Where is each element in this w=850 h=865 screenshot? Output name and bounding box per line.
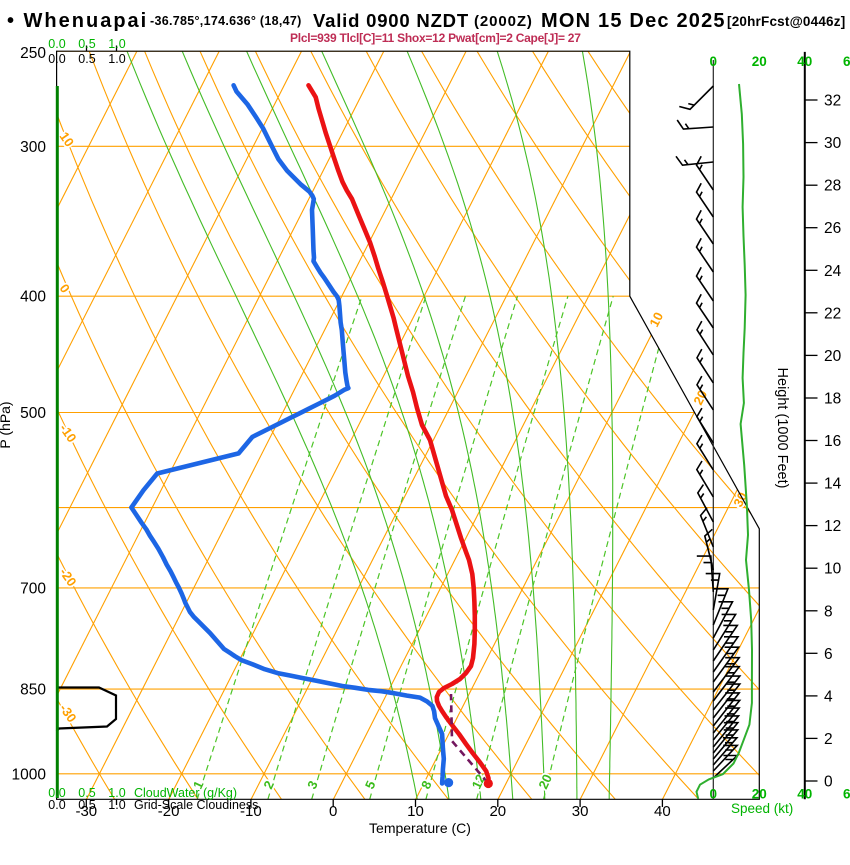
svg-text:32: 32 (824, 93, 841, 110)
svg-text:250: 250 (20, 45, 46, 62)
svg-text:Plcl=939 Tlcl[C]=11 Shox=12 Pw: Plcl=939 Tlcl[C]=11 Shox=12 Pwat[cm]=2 C… (290, 31, 581, 45)
svg-text:700: 700 (20, 580, 46, 597)
svg-text:-36.785°,174.636° (18,47): -36.785°,174.636° (18,47) (150, 14, 302, 28)
svg-text:MON 15 Dec 2025: MON 15 Dec 2025 (541, 10, 726, 32)
svg-text:Temperature (C): Temperature (C) (369, 820, 471, 836)
svg-text:-10: -10 (240, 803, 262, 820)
svg-text:30: 30 (824, 135, 842, 152)
svg-text:0.5: 0.5 (78, 52, 95, 66)
svg-text:1.0: 1.0 (108, 52, 125, 66)
svg-text:30: 30 (572, 803, 589, 820)
svg-text:400: 400 (20, 289, 46, 306)
svg-text:• Whenuapai: • Whenuapai (7, 10, 148, 32)
svg-text:-30: -30 (75, 803, 97, 820)
svg-text:[20hrFcst@0446z]: [20hrFcst@0446z] (727, 14, 845, 29)
svg-text:4: 4 (824, 688, 833, 705)
svg-text:-20: -20 (57, 565, 80, 589)
svg-text:0: 0 (824, 774, 833, 791)
svg-text:1.0: 1.0 (108, 798, 125, 812)
svg-text:(2000Z): (2000Z) (474, 13, 533, 30)
svg-text:10: 10 (407, 803, 424, 820)
svg-text:Grid-Scale Cloudiness: Grid-Scale Cloudiness (134, 798, 258, 812)
svg-text:20: 20 (824, 348, 842, 365)
svg-text:Speed (kt): Speed (kt) (731, 801, 793, 816)
svg-text:1.0: 1.0 (108, 37, 125, 51)
svg-text:40: 40 (797, 54, 812, 69)
svg-text:1.0: 1.0 (108, 786, 125, 800)
svg-text:Height (1000 Feet): Height (1000 Feet) (774, 368, 790, 489)
svg-text:Valid 0900 NZDT: Valid 0900 NZDT (313, 10, 469, 31)
svg-text:0.5: 0.5 (78, 786, 95, 800)
svg-text:20: 20 (535, 772, 555, 791)
svg-text:0.5: 0.5 (78, 798, 95, 812)
svg-text:22: 22 (824, 305, 841, 322)
svg-text:18: 18 (824, 391, 841, 408)
svg-text:20: 20 (752, 787, 767, 802)
svg-text:0: 0 (710, 54, 718, 69)
svg-text:12: 12 (824, 518, 841, 535)
svg-text:P (hPa): P (hPa) (0, 401, 13, 448)
svg-text:26: 26 (824, 220, 841, 237)
svg-text:0.0: 0.0 (48, 786, 65, 800)
svg-text:40: 40 (797, 787, 812, 802)
svg-text:10: 10 (646, 310, 666, 330)
svg-text:-10: -10 (57, 421, 80, 445)
svg-text:5: 5 (362, 778, 379, 791)
svg-text:2: 2 (824, 731, 833, 748)
svg-text:6: 6 (824, 646, 833, 663)
svg-text:0.0: 0.0 (48, 52, 65, 66)
svg-text:8: 8 (824, 603, 833, 620)
svg-text:-20: -20 (158, 803, 180, 820)
svg-text:0: 0 (710, 787, 718, 802)
svg-text:40: 40 (654, 803, 671, 820)
svg-text:300: 300 (20, 139, 46, 156)
svg-text:60: 60 (843, 54, 850, 69)
svg-text:14: 14 (824, 476, 842, 493)
svg-text:60: 60 (843, 787, 850, 802)
svg-text:16: 16 (824, 433, 841, 450)
svg-text:0: 0 (329, 803, 337, 820)
svg-text:1000: 1000 (12, 766, 47, 783)
svg-text:20: 20 (489, 803, 506, 820)
svg-text:3: 3 (304, 778, 321, 791)
svg-text:28: 28 (824, 178, 841, 195)
svg-text:CloudWater (g/Kg): CloudWater (g/Kg) (134, 786, 237, 800)
svg-text:0.0: 0.0 (48, 798, 65, 812)
svg-text:24: 24 (824, 263, 842, 280)
svg-text:850: 850 (20, 682, 46, 699)
svg-text:0.0: 0.0 (48, 37, 65, 51)
svg-text:10: 10 (824, 561, 842, 578)
svg-text:0.5: 0.5 (78, 37, 95, 51)
svg-text:500: 500 (20, 405, 46, 422)
svg-text:20: 20 (752, 54, 767, 69)
